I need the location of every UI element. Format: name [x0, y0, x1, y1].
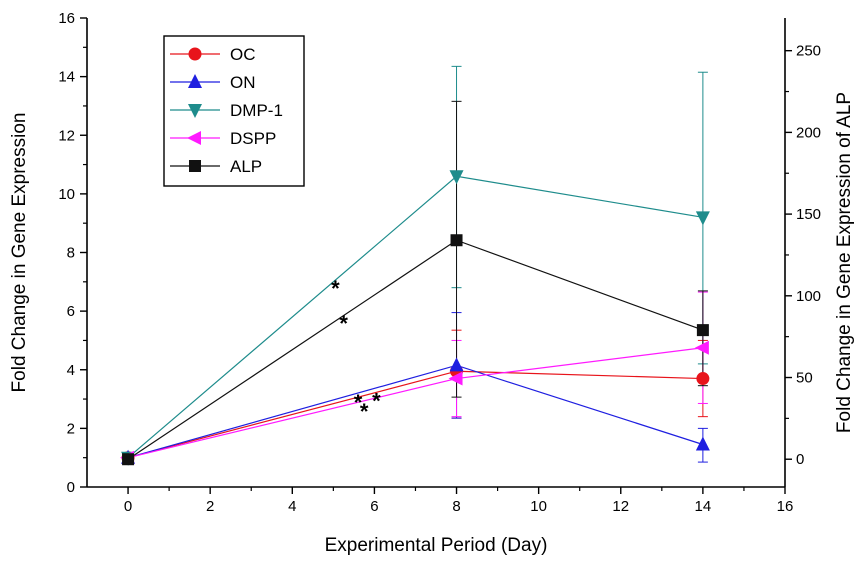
- on-point: [695, 436, 710, 451]
- x-tick-label: 4: [288, 498, 296, 515]
- alp-point: [450, 234, 463, 247]
- legend-marker-oc: [188, 47, 202, 61]
- x-tick-label: 10: [530, 498, 547, 515]
- y-tick-label: 10: [58, 186, 75, 203]
- dspp-point: [448, 371, 463, 386]
- y-tick-label: 2: [67, 420, 75, 437]
- axes-group: 0 2 4 6 8 10 12 14 16 0 2 4 6 8 10 12 14 16 0 50 100 150 200 25…: [58, 10, 821, 515]
- dmp-1-point: [695, 211, 710, 226]
- alp-point: [122, 453, 135, 466]
- legend-box: [163, 35, 305, 187]
- dspp-point: [694, 340, 709, 355]
- legend-label-dspp: DSPP: [230, 129, 276, 148]
- significance-asterisk: *: [331, 276, 340, 301]
- alp-point: [696, 324, 709, 337]
- significance-asterisk: *: [339, 311, 348, 336]
- legend-marker-alp: [189, 160, 201, 172]
- legend-label-oc: OC: [230, 45, 256, 64]
- legend-label-dmp-1: DMP-1: [230, 101, 283, 120]
- y2-tick-label: 250: [796, 43, 821, 60]
- x-tick-label: 0: [124, 498, 132, 515]
- oc-point: [696, 372, 710, 386]
- y2-axis-title: Fold Change in Gene Expression of ALP: [834, 92, 855, 433]
- legend-marker-dmp-1: [188, 104, 202, 118]
- y-tick-label: 0: [67, 479, 75, 496]
- legend-label-alp: ALP: [230, 157, 262, 176]
- error-bars-group: [451, 65, 708, 463]
- y2-tick-label: 50: [796, 370, 813, 387]
- x-axis-title: Experimental Period (Day): [325, 535, 548, 556]
- y2-tick-label: 0: [796, 451, 804, 468]
- legend-label-on: ON: [230, 73, 256, 92]
- legend-marker-on: [188, 74, 202, 88]
- markers-group: [120, 170, 710, 466]
- significance-asterisk: *: [354, 390, 363, 415]
- x-tick-label: 12: [612, 498, 629, 515]
- y-tick-label: 6: [67, 303, 75, 320]
- legend-marker-dspp: [187, 131, 201, 145]
- y-axis-title: Fold Change in Gene Expression: [9, 113, 30, 393]
- x-tick-label: 16: [777, 498, 794, 515]
- y-tick-label: 12: [58, 127, 75, 144]
- legend: OC ON DMP-1 DSPP ALP: [163, 35, 305, 187]
- y-tick-label: 8: [67, 245, 75, 262]
- annotations-group: *** **: [331, 276, 381, 424]
- x-tick-label: 14: [695, 498, 712, 515]
- y-tick-label: 16: [58, 10, 75, 27]
- y-tick-label: 4: [67, 362, 75, 379]
- dmp-1-point: [449, 170, 464, 185]
- series-lines-group: [127, 175, 704, 460]
- y2-tick-label: 100: [796, 288, 821, 305]
- x-tick-label: 6: [370, 498, 378, 515]
- dspp-series-line: [127, 347, 703, 459]
- y-tick-label: 14: [58, 69, 75, 86]
- alp-series-line: [127, 239, 704, 460]
- significance-asterisk: *: [372, 389, 381, 414]
- dmp-1-series-line: [127, 175, 703, 459]
- y2-tick-label: 200: [796, 124, 821, 141]
- x-tick-label: 8: [452, 498, 460, 515]
- on-point: [449, 357, 464, 372]
- significance-asterisk: *: [360, 399, 369, 424]
- on-series-line: [127, 364, 704, 459]
- x-tick-label: 2: [206, 498, 214, 515]
- y2-tick-label: 150: [796, 206, 821, 223]
